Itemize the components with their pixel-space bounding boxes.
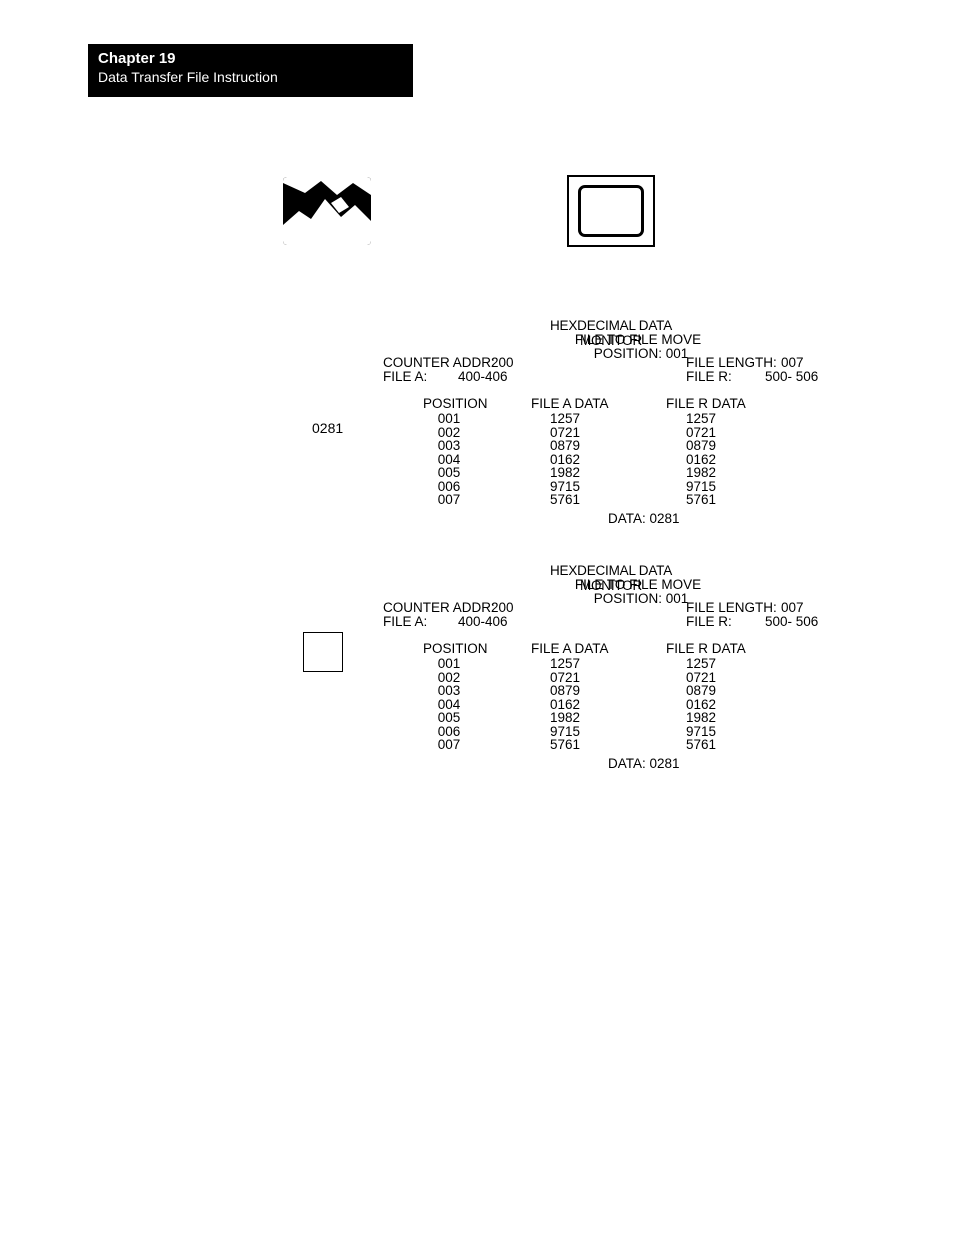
table-cell: 9715 (545, 480, 585, 494)
file-length-value: 007 (781, 355, 804, 370)
data-label: DATA: 0281 (608, 756, 680, 771)
file-a-value: 400-406 (458, 369, 508, 384)
table-cell: 003 (429, 439, 469, 453)
table-cell: 0162 (545, 698, 585, 712)
table-cell: 006 (429, 480, 469, 494)
monitor-subtitle: FILE TO FILE MOVE (553, 577, 723, 592)
table-cell: 005 (429, 466, 469, 480)
file-r-column: 1257072108790162198297155761 (681, 657, 721, 752)
position-column: 001002003004005006007 (429, 657, 469, 752)
table-cell: 1257 (545, 412, 585, 426)
table-cell: 1982 (681, 711, 721, 725)
photograph-icon (283, 177, 371, 245)
col-header-file-a: FILE A DATA (531, 396, 609, 411)
data-label: DATA: 0281 (608, 511, 680, 526)
file-a-label: FILE A: (383, 614, 427, 629)
table-cell: 0879 (681, 439, 721, 453)
counter-addr-label: COUNTER ADDR: (383, 355, 495, 370)
file-r-label: FILE R: (686, 369, 732, 384)
col-header-position: POSITION (423, 396, 488, 411)
table-cell: 1982 (545, 466, 585, 480)
file-r-value: 500- 506 (765, 614, 818, 629)
table-cell: 1257 (681, 657, 721, 671)
col-header-file-r: FILE R DATA (666, 396, 746, 411)
table-cell: 5761 (545, 738, 585, 752)
table-cell: 005 (429, 711, 469, 725)
table-cell: 0162 (545, 453, 585, 467)
table-cell: 003 (429, 684, 469, 698)
counter-addr-value: 200 (491, 355, 514, 370)
data-monitor-block: HEXDECIMAL DATA MONITORFILE TO FILE MOVE… (383, 563, 833, 773)
file-length-label: FILE LENGTH: (686, 600, 777, 615)
table-cell: 9715 (681, 725, 721, 739)
table-cell: 001 (429, 412, 469, 426)
chapter-header: Chapter 19 Data Transfer File Instructio… (88, 44, 413, 97)
col-header-file-r: FILE R DATA (666, 641, 746, 656)
chapter-subtitle: Data Transfer File Instruction (98, 69, 403, 85)
table-cell: 0162 (681, 698, 721, 712)
table-cell: 5761 (681, 493, 721, 507)
table-cell: 9715 (545, 725, 585, 739)
table-cell: 0162 (681, 453, 721, 467)
file-a-value: 400-406 (458, 614, 508, 629)
table-cell: 0721 (545, 671, 585, 685)
table-cell: 002 (429, 426, 469, 440)
table-cell: 004 (429, 698, 469, 712)
file-a-column: 1257072108790162198297155761 (545, 657, 585, 752)
table-cell: 1257 (681, 412, 721, 426)
counter-addr-label: COUNTER ADDR: (383, 600, 495, 615)
table-cell: 1982 (545, 711, 585, 725)
table-cell: 0879 (681, 684, 721, 698)
position-column: 001002003004005006007 (429, 412, 469, 507)
file-r-column: 1257072108790162198297155761 (681, 412, 721, 507)
table-cell: 1257 (545, 657, 585, 671)
table-cell: 007 (429, 493, 469, 507)
key-box (303, 632, 343, 672)
monitor-subtitle: FILE TO FILE MOVE (553, 332, 723, 347)
table-cell: 9715 (681, 480, 721, 494)
table-cell: 006 (429, 725, 469, 739)
table-cell: 0879 (545, 439, 585, 453)
table-cell: 007 (429, 738, 469, 752)
file-r-value: 500- 506 (765, 369, 818, 384)
file-length-value: 007 (781, 600, 804, 615)
table-cell: 002 (429, 671, 469, 685)
file-r-label: FILE R: (686, 614, 732, 629)
table-cell: 0879 (545, 684, 585, 698)
monitor-icon (567, 175, 655, 247)
table-cell: 5761 (681, 738, 721, 752)
counter-addr-value: 200 (491, 600, 514, 615)
table-cell: 001 (429, 657, 469, 671)
table-cell: 004 (429, 453, 469, 467)
table-cell: 0721 (681, 671, 721, 685)
col-header-position: POSITION (423, 641, 488, 656)
table-cell: 1982 (681, 466, 721, 480)
side-number: 0281 (312, 420, 343, 436)
table-cell: 5761 (545, 493, 585, 507)
col-header-file-a: FILE A DATA (531, 641, 609, 656)
file-length-label: FILE LENGTH: (686, 355, 777, 370)
table-cell: 0721 (545, 426, 585, 440)
chapter-number: Chapter 19 (98, 50, 403, 67)
file-a-column: 1257072108790162198297155761 (545, 412, 585, 507)
table-cell: 0721 (681, 426, 721, 440)
data-monitor-block: HEXDECIMAL DATA MONITORFILE TO FILE MOVE… (383, 318, 833, 528)
file-a-label: FILE A: (383, 369, 427, 384)
